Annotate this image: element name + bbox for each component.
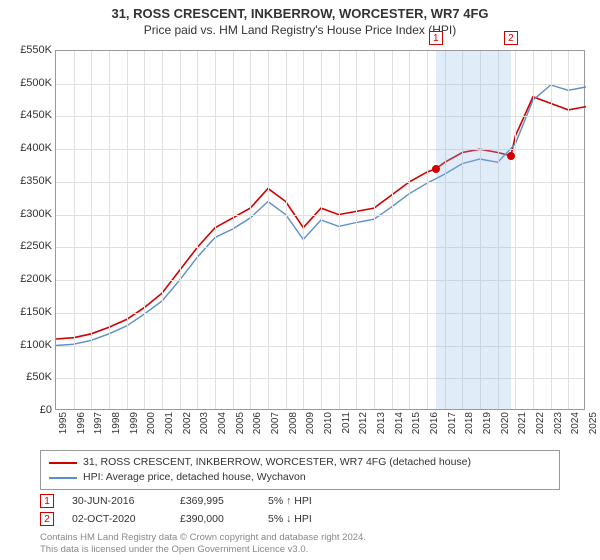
- x-axis-label: 2009: [305, 412, 316, 442]
- footer-attribution: Contains HM Land Registry data © Crown c…: [40, 532, 366, 556]
- x-axis-label: 1998: [111, 412, 122, 442]
- y-axis-label: £100K: [2, 339, 52, 351]
- x-axis-label: 2023: [553, 412, 564, 442]
- x-axis-label: 2005: [235, 412, 246, 442]
- y-axis-label: £250K: [2, 240, 52, 252]
- x-axis-label: 2001: [164, 412, 175, 442]
- y-axis-label: £50K: [2, 371, 52, 383]
- sale-dot: [507, 152, 515, 160]
- sale-row: 1 30-JUN-2016 £369,995 5% ↑ HPI: [40, 492, 560, 510]
- chart-title: 31, ROSS CRESCENT, INKBERROW, WORCESTER,…: [0, 0, 600, 21]
- sale-marker-box: 2: [40, 512, 54, 526]
- x-axis-label: 2012: [358, 412, 369, 442]
- x-axis-label: 2013: [376, 412, 387, 442]
- x-axis-label: 2020: [500, 412, 511, 442]
- legend-label: HPI: Average price, detached house, Wych…: [83, 470, 306, 485]
- sales-table: 1 30-JUN-2016 £369,995 5% ↑ HPI 2 02-OCT…: [40, 492, 560, 528]
- x-axis-label: 1995: [58, 412, 69, 442]
- x-axis-label: 2025: [588, 412, 599, 442]
- footer-line: This data is licensed under the Open Gov…: [40, 544, 366, 556]
- legend-label: 31, ROSS CRESCENT, INKBERROW, WORCESTER,…: [83, 455, 471, 470]
- sale-date: 02-OCT-2020: [72, 513, 162, 525]
- x-axis-label: 1996: [76, 412, 87, 442]
- x-axis-label: 2019: [482, 412, 493, 442]
- x-axis-label: 2000: [146, 412, 157, 442]
- x-axis-label: 2010: [323, 412, 334, 442]
- x-axis-label: 2021: [517, 412, 528, 442]
- x-axis-label: 2022: [535, 412, 546, 442]
- x-axis-label: 2016: [429, 412, 440, 442]
- sale-marker-label: 2: [504, 31, 518, 45]
- x-axis-label: 2006: [252, 412, 263, 442]
- y-axis-label: £350K: [2, 175, 52, 187]
- x-axis-label: 2018: [464, 412, 475, 442]
- sale-date: 30-JUN-2016: [72, 495, 162, 507]
- legend-swatch: [49, 462, 77, 464]
- legend-item: HPI: Average price, detached house, Wych…: [49, 470, 551, 485]
- x-axis-label: 2002: [182, 412, 193, 442]
- sale-price: £390,000: [180, 513, 250, 525]
- legend-swatch: [49, 477, 77, 479]
- y-axis-label: £150K: [2, 306, 52, 318]
- legend-box: 31, ROSS CRESCENT, INKBERROW, WORCESTER,…: [40, 450, 560, 490]
- sale-marker-label: 1: [429, 31, 443, 45]
- x-axis-label: 1997: [93, 412, 104, 442]
- sale-row: 2 02-OCT-2020 £390,000 5% ↓ HPI: [40, 510, 560, 528]
- plot-area: 12: [55, 50, 585, 410]
- y-axis-label: £200K: [2, 273, 52, 285]
- shaded-period: [436, 51, 511, 409]
- sale-delta: 5% ↓ HPI: [268, 513, 348, 525]
- x-axis-label: 2004: [217, 412, 228, 442]
- x-axis-label: 2007: [270, 412, 281, 442]
- chart-container: 31, ROSS CRESCENT, INKBERROW, WORCESTER,…: [0, 0, 600, 560]
- sale-dot: [432, 165, 440, 173]
- y-axis-label: £450K: [2, 109, 52, 121]
- y-axis-label: £550K: [2, 44, 52, 56]
- sale-price: £369,995: [180, 495, 250, 507]
- x-axis-label: 2017: [447, 412, 458, 442]
- y-axis-label: £500K: [2, 77, 52, 89]
- x-axis-label: 2003: [199, 412, 210, 442]
- legend-item: 31, ROSS CRESCENT, INKBERROW, WORCESTER,…: [49, 455, 551, 470]
- y-axis-label: £300K: [2, 208, 52, 220]
- x-axis-label: 2024: [570, 412, 581, 442]
- y-axis-label: £400K: [2, 142, 52, 154]
- x-axis-label: 2015: [411, 412, 422, 442]
- sale-marker-box: 1: [40, 494, 54, 508]
- x-axis-label: 2014: [394, 412, 405, 442]
- x-axis-label: 2011: [341, 412, 352, 442]
- y-axis-label: £0: [2, 404, 52, 416]
- footer-line: Contains HM Land Registry data © Crown c…: [40, 532, 366, 544]
- x-axis-label: 1999: [129, 412, 140, 442]
- sale-delta: 5% ↑ HPI: [268, 495, 348, 507]
- x-axis-label: 2008: [288, 412, 299, 442]
